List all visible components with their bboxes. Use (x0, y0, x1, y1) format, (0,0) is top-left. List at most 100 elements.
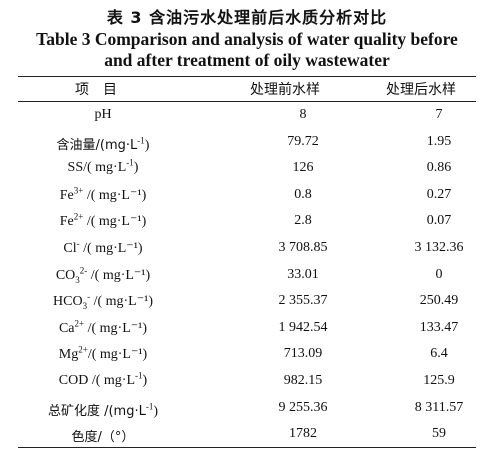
row-label: 总矿化度 /(mg·L-1) (18, 400, 188, 420)
value-before: 9 255.36 (278, 399, 328, 415)
row-label: Fe3+ /( mg·L⁻¹) (18, 185, 188, 204)
value-after: 0.86 (426, 160, 452, 176)
row-label-text: 总矿化度 /(mg·L (47, 403, 146, 419)
value-after: 0.27 (426, 186, 452, 202)
row-label-unit: /( mg·L⁻¹) (87, 267, 151, 283)
value-after: 6.4 (430, 346, 448, 362)
row-label-superscript: -1 (126, 157, 134, 168)
row-label-superscript: - (76, 238, 80, 249)
row-label: Ca2+ /( mg·L⁻¹) (18, 318, 188, 337)
header-item: 项目 (75, 82, 131, 98)
row-label-unit: /( mg·L⁻¹) (87, 347, 148, 363)
row-label-unit: ) (153, 403, 159, 419)
row-label-unit: ) (144, 137, 150, 153)
value-before: 79.72 (287, 133, 319, 149)
row-label-text: Ca (58, 320, 75, 336)
table-row: 色度/（°） 1782 59 (18, 422, 476, 449)
table-row: Cl- /( mg·L⁻¹) 3 708.85 3 132.36 (18, 236, 476, 263)
value-before: 713.09 (283, 346, 323, 362)
row-label-superscript: 2+ (73, 211, 84, 222)
row-label-superscript: 2+ (74, 318, 85, 329)
row-label: Fe2+ /( mg·L⁻¹) (18, 211, 188, 230)
value-before: 982.15 (283, 373, 323, 388)
value-before: 3 708.85 (278, 240, 328, 255)
table-title-chinese: 表 3 含油污水处理前后水质分析对比 (106, 8, 388, 27)
header-rule (18, 101, 476, 102)
value-after: 125.9 (423, 373, 455, 388)
row-label-text: 含油量/(mg·L (56, 137, 138, 153)
table-row: Ca2+ /( mg·L⁻¹) 1 942.54 133.47 (18, 316, 476, 343)
top-rule (18, 76, 476, 77)
table-row: COD /( mg·L-1) 982.15 125.9 (18, 369, 476, 396)
table-row: 含油量/(mg·L-1) 79.72 1.95 (18, 130, 476, 157)
row-label: HCO3- /( mg·L⁻¹) (18, 291, 188, 311)
table-title-english-line2: and after treatment of oily wastewater (104, 50, 390, 70)
row-label-text: pH (94, 107, 112, 122)
row-label-superscript: 2- (79, 264, 88, 275)
row-label-superscript: 3+ (73, 185, 84, 196)
row-label-unit: ) (142, 373, 148, 388)
value-before: 0.8 (294, 186, 312, 202)
row-label: SS/( mg·L-1) (18, 157, 188, 176)
row-label-superscript: -1 (135, 370, 143, 381)
row-label-unit: /( mg·L⁻¹) (90, 294, 153, 310)
row-label-subscript: 3 (82, 300, 88, 311)
row-label-unit: /( mg·L⁻¹) (79, 241, 143, 256)
row-label-text: COD /( mg·L (58, 373, 136, 388)
row-label-subscript: 3 (75, 274, 80, 285)
row-label: Mg2+/( mg·L⁻¹) (18, 344, 188, 363)
value-before: 1 942.54 (278, 319, 328, 335)
value-after: 0 (435, 266, 443, 282)
row-label-text: SS/( mg·L (67, 160, 127, 176)
table-row: SS/( mg·L-1) 126 0.86 (18, 156, 476, 183)
value-after: 250.49 (419, 293, 459, 309)
table-row: Mg2+/( mg·L⁻¹) 713.09 6.4 (18, 342, 476, 369)
value-before: 2 355.37 (278, 293, 328, 309)
value-after: 0.07 (426, 213, 452, 229)
header-before-treatment: 处理前水样 (250, 82, 320, 98)
row-label-text: Mg (58, 347, 79, 363)
value-after: 59 (432, 426, 446, 442)
table-title-english-line1: Table 3 Comparison and analysis of water… (36, 29, 458, 49)
value-before: 1782 (289, 426, 317, 442)
row-label-text: Fe (59, 187, 74, 203)
row-label-text: Fe (59, 214, 74, 230)
value-before: 126 (292, 160, 314, 176)
header-after-treatment: 处理后水样 (386, 82, 456, 98)
row-label-unit: /( mg·L⁻¹) (83, 187, 147, 203)
row-label: Cl- /( mg·L⁻¹) (18, 238, 188, 257)
value-after: 3 132.36 (414, 240, 464, 255)
value-before: 33.01 (287, 266, 319, 282)
table-row: CO32- /( mg·L⁻¹) 33.01 0 (18, 263, 476, 290)
row-label: pH (18, 107, 188, 123)
row-label-text: Cl (63, 241, 77, 256)
row-label-text: 色度/（°） (71, 430, 135, 446)
row-label-superscript: 2+ (78, 344, 88, 355)
table-row: Fe3+ /( mg·L⁻¹) 0.8 0.27 (18, 183, 476, 210)
value-after: 1.95 (426, 133, 452, 149)
value-after: 133.47 (419, 319, 459, 335)
table-row: Fe2+ /( mg·L⁻¹) 2.8 0.07 (18, 209, 476, 236)
value-after: 8 311.57 (414, 399, 464, 415)
row-label-text: HCO (53, 294, 83, 310)
table-title-english: Table 3 Comparison and analysis of water… (0, 29, 494, 71)
row-label: COD /( mg·L-1) (18, 370, 188, 389)
table-row: 总矿化度 /(mg·L-1) 9 255.36 8 311.57 (18, 396, 476, 423)
value-before: 2.8 (294, 213, 312, 229)
row-label: CO32- /( mg·L⁻¹) (18, 264, 188, 285)
row-label-superscript: -1 (145, 400, 154, 411)
row-label-unit: /( mg·L⁻¹) (83, 214, 147, 230)
table-row: pH 8 7 (18, 103, 476, 130)
row-label-unit: /( mg·L⁻¹) (84, 320, 148, 336)
row-label: 含油量/(mg·L-1) (18, 134, 188, 154)
bottom-rule (18, 447, 476, 448)
value-before: 8 (299, 107, 307, 122)
row-label: 色度/（°） (18, 426, 188, 446)
table-row: HCO3- /( mg·L⁻¹) 2 355.37 250.49 (18, 289, 476, 316)
row-label-superscript: - (87, 291, 91, 302)
row-label-unit: ) (133, 160, 139, 176)
value-after: 7 (435, 107, 443, 122)
row-label-text: CO (55, 267, 76, 283)
row-label-superscript: -1 (137, 134, 145, 145)
